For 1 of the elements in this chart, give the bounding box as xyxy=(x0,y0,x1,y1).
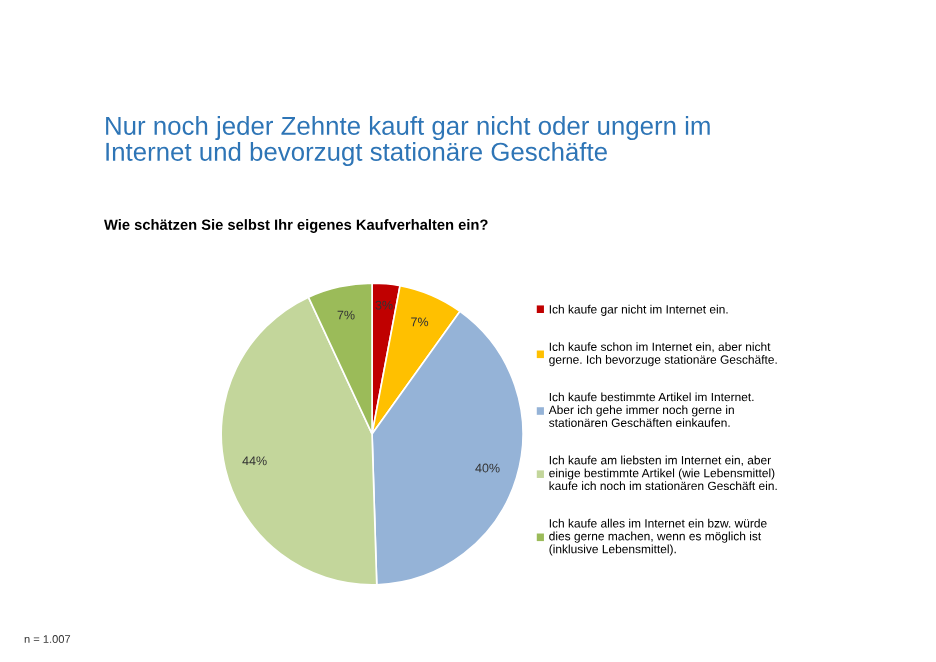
chart-title: Nur noch jeder Zehnte kauft gar nicht oder ungern im Internet und bevorzugt stationäre Geschäfte xyxy=(106,116,710,167)
